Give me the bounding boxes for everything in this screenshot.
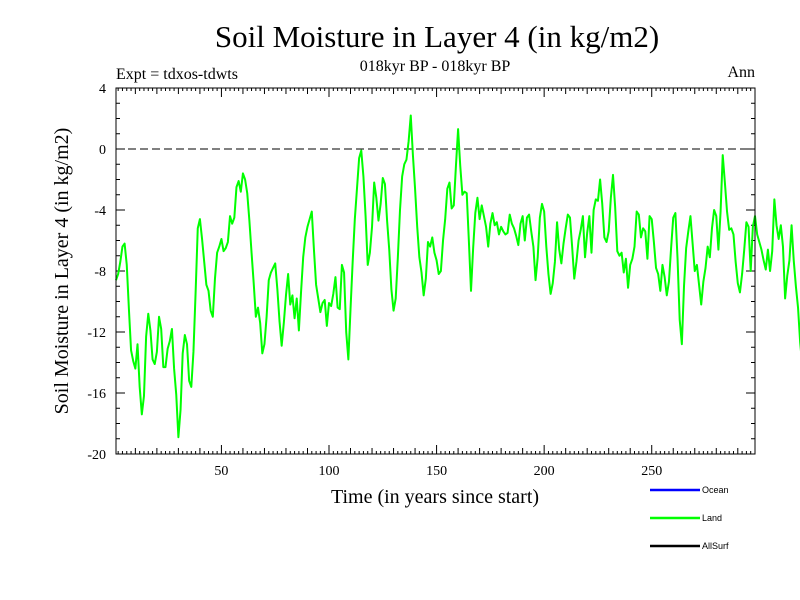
y-tick-label: -20 (87, 448, 106, 463)
x-tick-label: 250 (641, 464, 662, 479)
x-axis-title: Time (in years since start) (331, 486, 539, 508)
plot-frame (115, 87, 756, 455)
chart-title: Soil Moisture in Layer 4 (in kg/m2) (215, 19, 659, 54)
x-tick-label: 150 (426, 464, 447, 479)
y-tick-label: -8 (94, 265, 106, 280)
y-tick-label: -4 (94, 204, 106, 219)
x-tick-label: 50 (214, 464, 228, 479)
y-tick-label: -16 (87, 387, 106, 402)
y-tick-label: 4 (99, 82, 106, 97)
season-label: Ann (727, 64, 755, 81)
x-tick-label: 100 (319, 464, 340, 479)
legend-label-land: Land (702, 513, 722, 523)
y-tick-label: 0 (99, 143, 106, 158)
y-tick-label: -12 (87, 326, 106, 341)
legend-label-allsurf: AllSurf (702, 541, 729, 551)
y-axis-ticks: 4 0 -4 -8 -12 -16 -20 (87, 82, 755, 463)
experiment-label: Expt = tdxos-tdwts (116, 66, 238, 83)
legend: Ocean Land AllSurf (650, 485, 729, 551)
legend-label-ocean: Ocean (702, 485, 729, 495)
y-axis-title: Soil Moisture in Layer 4 (in kg/m2) (51, 128, 73, 415)
x-tick-label: 200 (534, 464, 555, 479)
series-group (115, 114, 800, 439)
series-line-land (115, 114, 800, 439)
chart-subtitle: 018kyr BP - 018kyr BP (360, 58, 511, 75)
